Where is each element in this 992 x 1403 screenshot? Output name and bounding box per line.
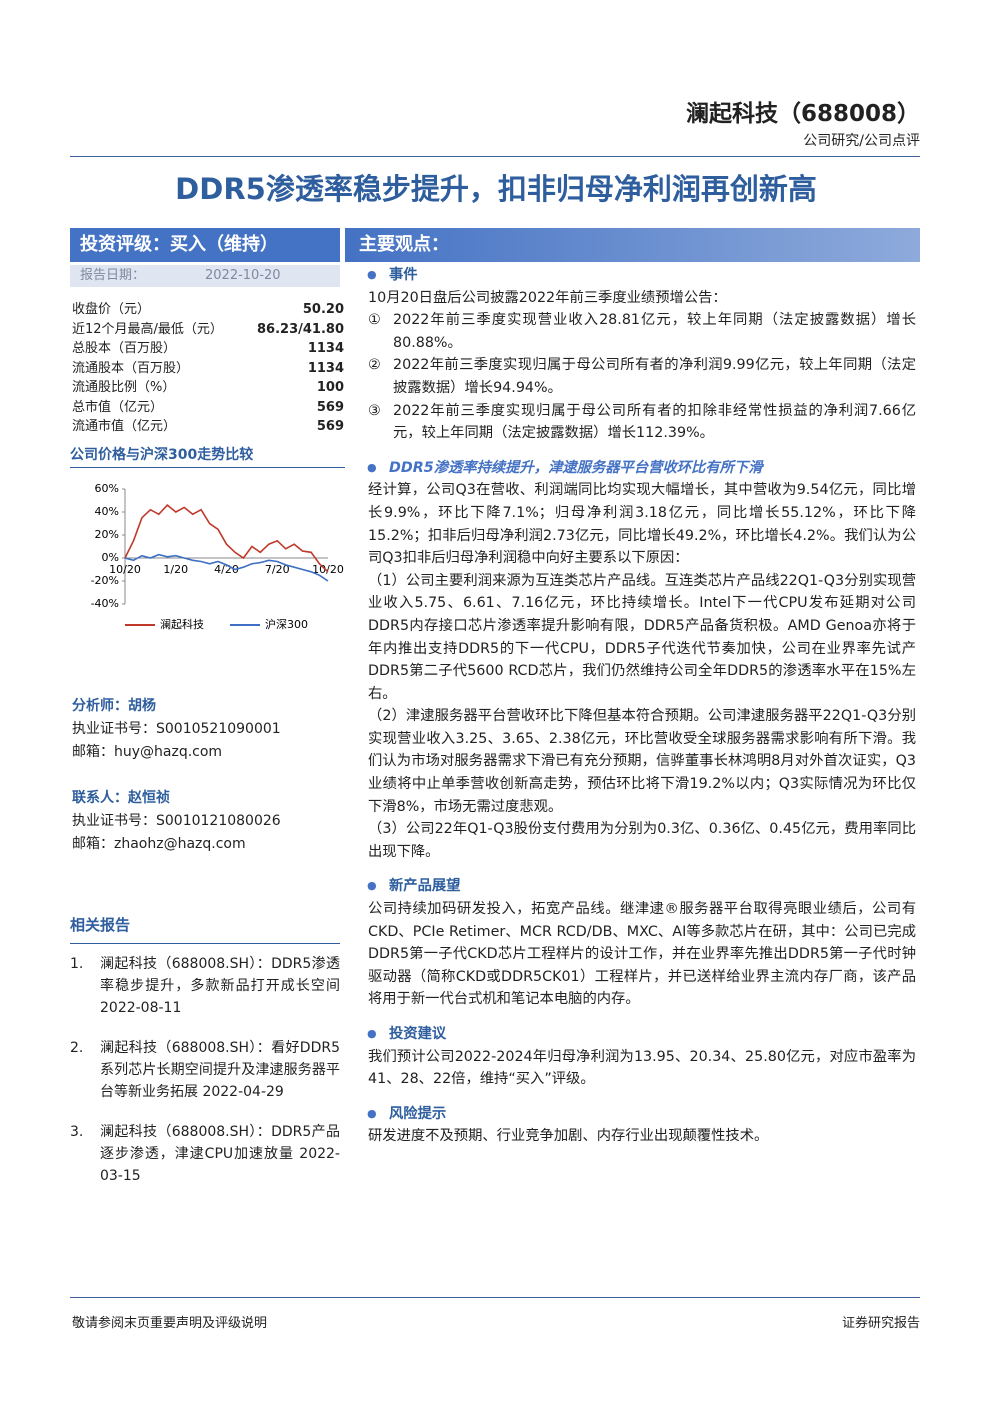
stat-value: 50.20 — [302, 302, 344, 317]
x-tick-label: 10/20 — [312, 563, 344, 576]
paragraph: 经计算，公司Q3在营收、利润端同比均实现大幅增长，其中营收为9.54亿元，同比增… — [368, 482, 916, 567]
stat-value: 86.23/41.80 — [257, 321, 344, 337]
analyst-email: 邮箱：huy@hazq.com — [72, 744, 223, 760]
list-item: ② 2022年前三季度实现归属于母公司所有者的净利润9.99亿元，较上年同期（法定… — [368, 354, 916, 399]
related-item: 1. 澜起科技（688008.SH）：DDR5渗透率稳步提升，多款新品打开成长空间… — [70, 953, 340, 1019]
related-marker: 2. — [70, 1040, 84, 1056]
analyst-title: 分析师：胡杨 — [72, 698, 156, 714]
paragraph: （3）公司22年Q1-Q3股份支付费用为分别为0.3亿、0.36亿、0.45亿元… — [368, 821, 916, 860]
stat-row: 总市值（亿元） 569 — [72, 398, 344, 418]
category: 公司研究/公司点评 — [803, 133, 920, 149]
paragraph: （1）公司主要利润来源为互连类芯片产品线。互连类芯片产品线22Q1-Q3分别实现… — [368, 572, 916, 702]
list-item: ① 2022年前三季度实现营业收入28.81亿元，较上年同期（法定披露数据）增长8… — [368, 309, 916, 354]
paragraph: 公司持续加码研发投入，拓宽产品线。继津逮®服务器平台取得亮眼业绩后，公司有CKD… — [368, 901, 916, 1008]
related-item: 2. 澜起科技（688008.SH）：看好DDR5系列芯片长期空间提升及津逮服务器… — [70, 1037, 340, 1103]
stat-label: 总股本（百万股） — [72, 341, 177, 356]
list-marker: ② — [368, 357, 381, 374]
related-text: 澜起科技（688008.SH）：DDR5渗透率稳步提升，多款新品打开成长空间 2… — [100, 956, 340, 1016]
legend-label: 沪深300 — [265, 617, 308, 631]
stats: 收盘价（元） 50.20 近12个月最高/最低（元） 86.23/41.80 总股本（百… — [72, 300, 344, 437]
stat-label: 流通市值（亿元） — [72, 419, 177, 434]
contact-title: 联系人：赵恒祯 — [72, 790, 170, 806]
x-tick-label: 4/20 — [214, 563, 239, 576]
stat-row: 总股本（百万股） 1134 — [72, 339, 344, 359]
x-tick-label: 7/20 — [265, 563, 290, 576]
list-text: 2022年前三季度实现营业收入28.81亿元，较上年同期（法定披露数据）增长80… — [393, 312, 916, 351]
section: 新产品展望公司持续加码研发投入，拓宽产品线。继津逮®服务器平台取得亮眼业绩后，公… — [367, 875, 916, 1011]
stat-value: 569 — [316, 399, 344, 415]
stat-label: 近12个月最高/最低（元） — [72, 321, 223, 337]
section-title: 新产品展望 — [367, 875, 916, 898]
company: 澜起科技（688008） — [685, 101, 920, 127]
related-marker: 1. — [70, 956, 84, 972]
stat-label: 总市值（亿元） — [72, 399, 164, 415]
footer-rule — [70, 1297, 920, 1298]
report-title: DDR5渗透率稳步提升，扣非归母净利润再创新高 — [175, 172, 817, 206]
x-tick-label: 1/20 — [163, 563, 188, 576]
section-title: DDR5渗透率持续提升，津逮服务器平台营收环比有所下滑 — [367, 457, 916, 480]
list-marker: ① — [368, 312, 381, 329]
contact: 联系人：赵恒祯 执业证书号：S0010121080026 邮箱：zhaohz@h… — [72, 787, 344, 856]
related-title: 相关报告 — [70, 914, 340, 944]
stat-row: 流通股比例（%） 100 — [72, 378, 344, 398]
paragraph: 我们预计公司2022-2024年归母净利润为13.95、20.34、25.80亿… — [368, 1048, 916, 1088]
stat-row: 流通股本（百万股） 1134 — [72, 359, 344, 379]
rating: 投资评级：买入（维持） — [70, 228, 340, 262]
stat-row: 收盘价（元） 50.20 — [72, 300, 344, 320]
x-tick-label: 10/20 — [109, 563, 141, 576]
date-row: 报告日期： 2022-10-20 — [70, 265, 340, 287]
list-item: ③ 2022年前三季度实现归属于母公司所有者的扣除非经常性损益的净利润7.66亿元… — [368, 400, 916, 445]
date-label: 报告日期： — [80, 268, 146, 283]
paragraph: （2）津逮服务器平台营收环比下降但基本符合预期。公司津逮服务器平22Q1-Q3分… — [368, 708, 916, 815]
contact-cert: 执业证书号：S0010121080026 — [72, 813, 281, 829]
stat-label: 收盘价（元） — [72, 302, 151, 317]
header-rule — [70, 156, 920, 157]
list-text: 2022年前三季度实现归属于母公司所有者的扣除非经常性损益的净利润7.66亿元，… — [393, 402, 916, 442]
footer-right: 证券研究报告 — [841, 1316, 920, 1331]
paragraph: 10月20日盘后公司披露2022年前三季度业绩预增公告： — [368, 289, 727, 306]
legend-label: 澜起科技 — [160, 617, 204, 631]
section-title: 事件 — [367, 264, 916, 287]
section-title: 风险提示 — [367, 1103, 916, 1126]
related-marker: 3. — [70, 1124, 84, 1140]
stat-value: 100 — [316, 380, 344, 395]
footer-left: 敬请参阅末页重要声明及评级说明 — [72, 1316, 268, 1331]
section: 事件 10月20日盘后公司披露2022年前三季度业绩预增公告： ① 2022年前三季度… — [367, 264, 916, 445]
stat-value: 1134 — [307, 360, 344, 376]
list-marker: ③ — [368, 402, 381, 419]
list-text: 2022年前三季度实现归属于母公司所有者的净利润9.99亿元，较上年同期（法定披… — [393, 357, 916, 396]
chart-title: 公司价格与沪深300走势比较 — [70, 444, 345, 468]
section: 投资建议我们预计公司2022-2024年归母净利润为13.95、20.34、25… — [367, 1023, 916, 1091]
y-tick-label: -20% — [91, 574, 119, 587]
section: DDR5渗透率持续提升，津逮服务器平台营收环比有所下滑经计算，公司Q3在营收、利… — [367, 457, 916, 864]
related-text: 澜起科技（688008.SH）：看好DDR5系列芯片长期空间提升及津逮服务器平台… — [100, 1040, 340, 1100]
stat-row: 流通市值（亿元） 569 — [72, 417, 344, 437]
stat-row: 近12个月最高/最低（元） 86.23/41.80 — [72, 320, 344, 340]
main-body: 事件 10月20日盘后公司披露2022年前三季度业绩预增公告： ① 2022年前三季度… — [367, 264, 916, 1160]
related-item: 3. 澜起科技（688008.SH）：DDR5产品逐步渗透，津逮CPU加速放量 2… — [70, 1121, 340, 1187]
main-heading: 主要观点： — [345, 228, 920, 262]
y-tick-label: 20% — [95, 528, 119, 541]
related-list: 1. 澜起科技（688008.SH）：DDR5渗透率稳步提升，多款新品打开成长空间… — [70, 953, 340, 1205]
stat-value: 1134 — [307, 341, 344, 356]
date: 2022-10-20 — [205, 268, 281, 283]
stat-label: 流通股比例（%） — [72, 380, 176, 395]
stat-label: 流通股本（百万股） — [72, 360, 190, 376]
section-title: 投资建议 — [367, 1023, 916, 1046]
series-line — [124, 504, 329, 573]
chart: 60% 40% 20% 0% -20% -40% 10/20 1/20 4/20 7/20 10/2… — [91, 482, 344, 631]
analyst: 分析师：胡杨 执业证书号：S0010521090001 邮箱：huy@hazq.… — [72, 695, 344, 764]
related-text: 澜起科技（688008.SH）：DDR5产品逐步渗透，津逮CPU加速放量 202… — [100, 1124, 340, 1184]
y-tick-label: 0% — [102, 551, 119, 564]
contact-email: 邮箱：zhaohz@hazq.com — [72, 836, 246, 852]
series-line — [124, 553, 329, 582]
paragraph: 研发进度不及预期、行业竞争加剧、内存行业出现颠覆性技术。 — [368, 1128, 769, 1145]
y-tick-label: 60% — [95, 482, 119, 495]
stat-value: 569 — [316, 419, 344, 434]
analyst-cert: 执业证书号：S0010521090001 — [72, 721, 281, 737]
y-tick-label: -40% — [91, 597, 119, 610]
y-tick-label: 40% — [95, 505, 119, 518]
